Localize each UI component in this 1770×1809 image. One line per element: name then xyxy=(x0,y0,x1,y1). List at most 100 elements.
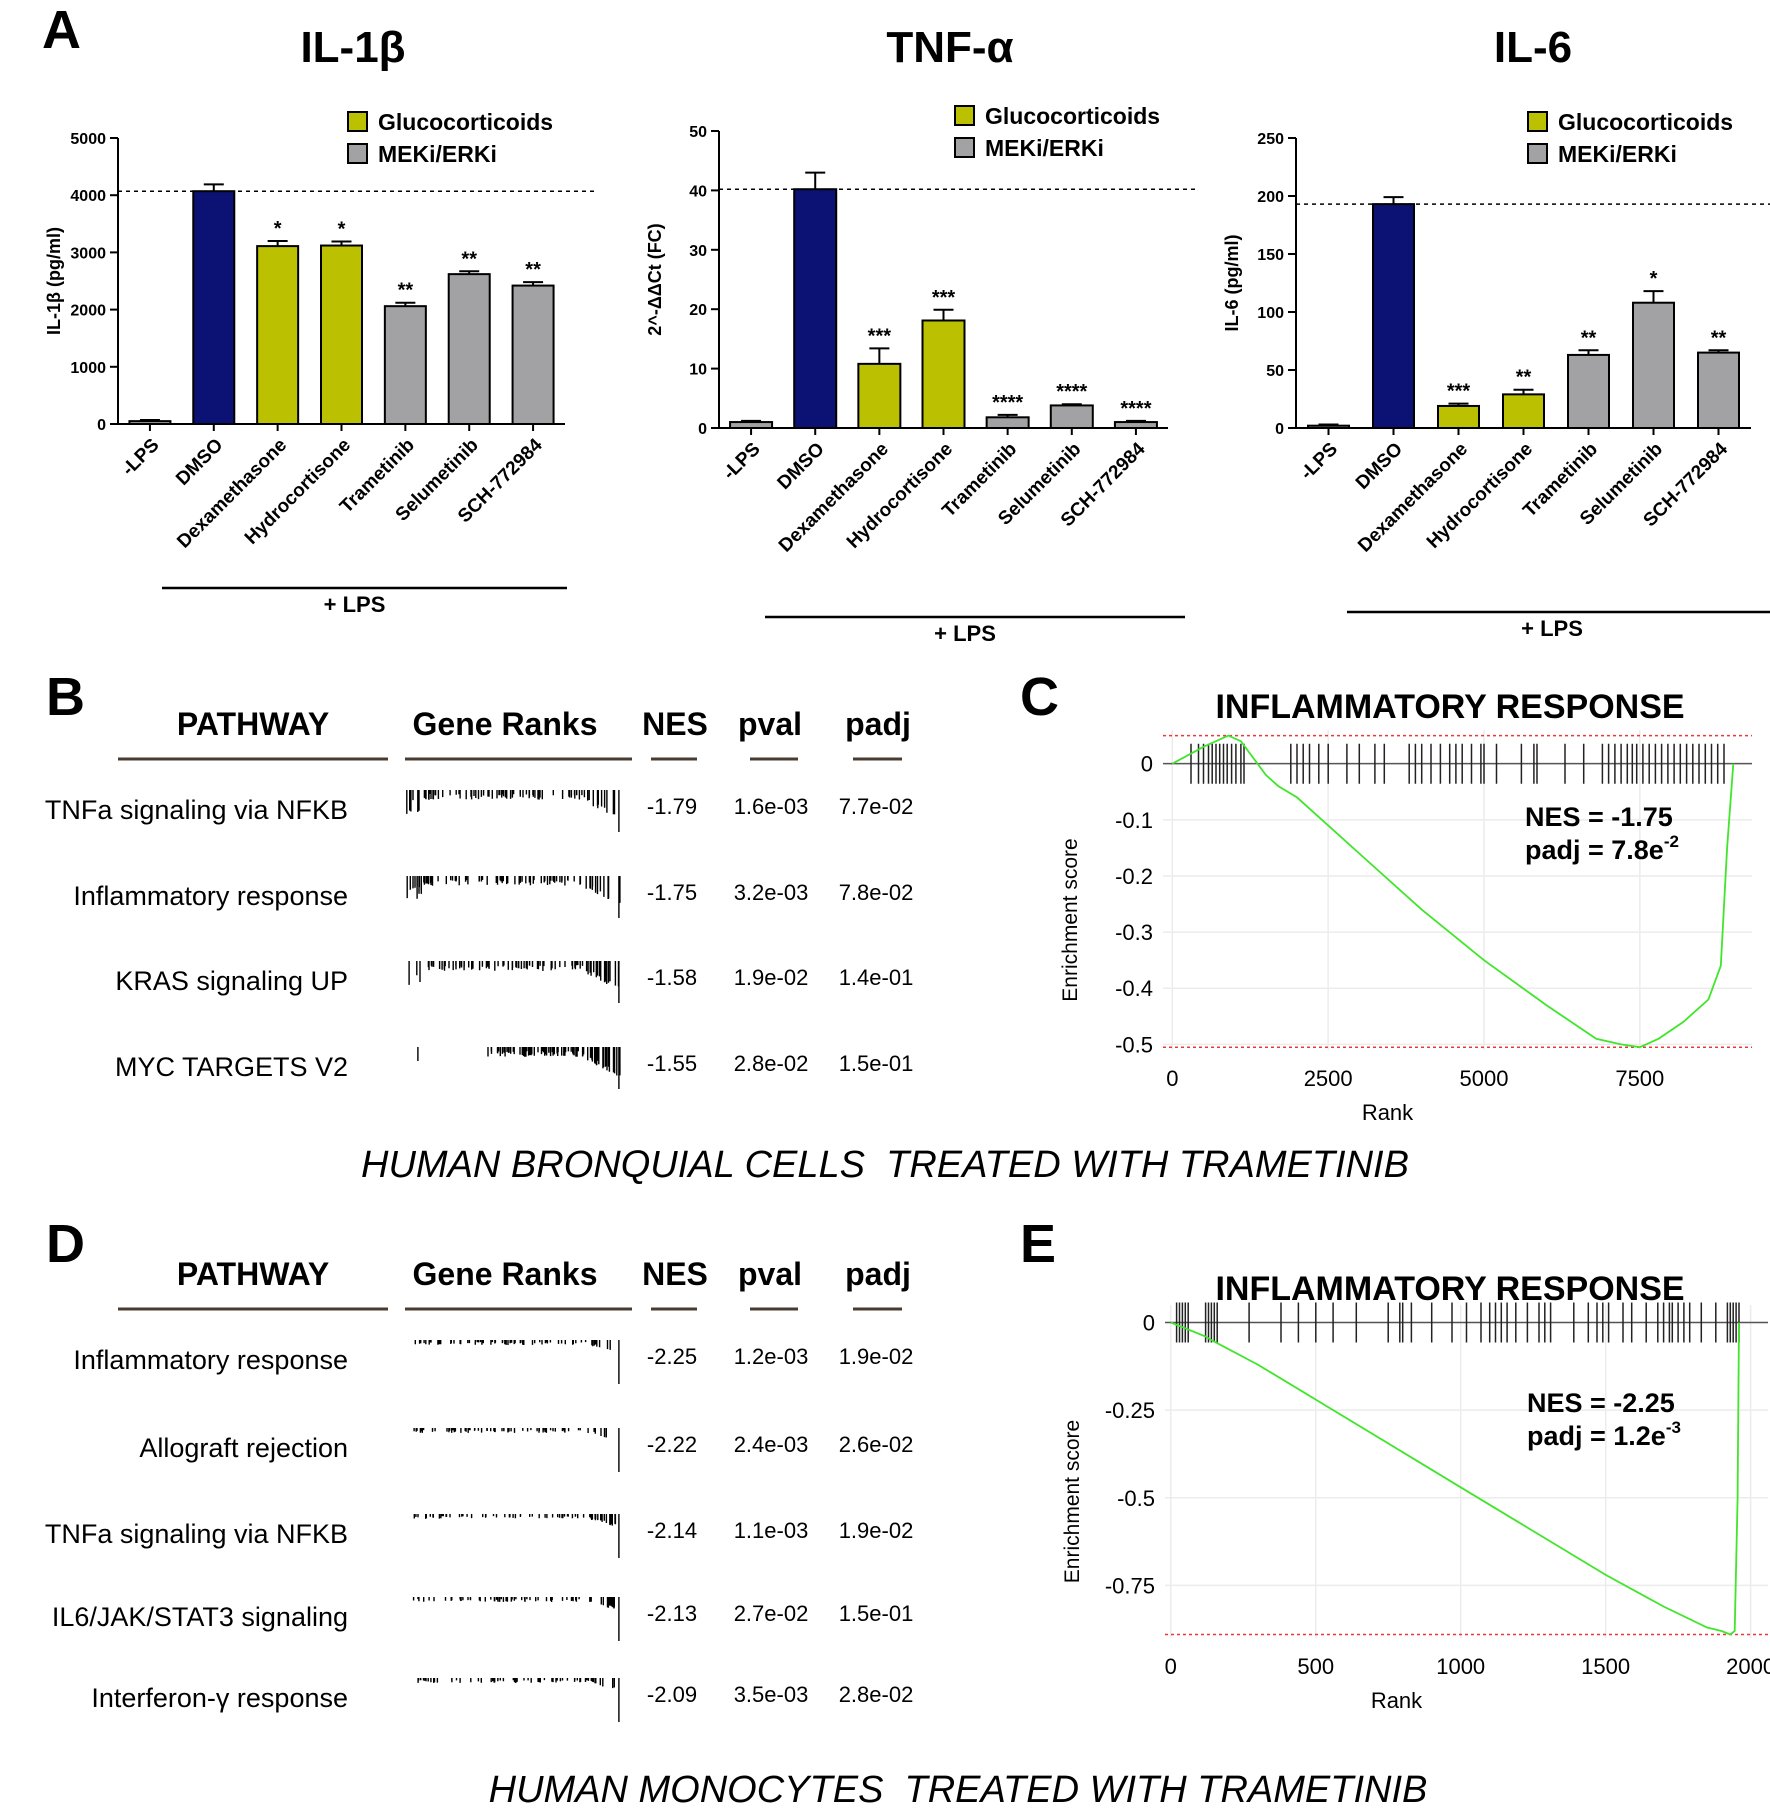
pathway-name: MYC TARGETS V2 xyxy=(115,1052,348,1082)
gsea-title: INFLAMMATORY RESPONSE xyxy=(1215,1270,1684,1308)
enrichment-curve xyxy=(1170,1321,1740,1636)
pathway-name: Interferon-γ response xyxy=(91,1683,348,1713)
bar xyxy=(447,273,491,425)
pathway-table-d: PATHWAY Gene Ranks NES pval padj Inflammatory… xyxy=(45,1256,913,1722)
panel-letter-c: C xyxy=(1020,667,1059,727)
bar xyxy=(857,362,902,429)
padj-value: 2.8e-02 xyxy=(839,1682,914,1707)
y-tick-label: 0 xyxy=(698,421,707,438)
bar xyxy=(1372,203,1415,429)
y-tick-label: -0.75 xyxy=(1105,1573,1155,1598)
y-tick-label: 40 xyxy=(689,183,707,200)
x-tick-label: 500 xyxy=(1297,1654,1334,1679)
table-header: NES xyxy=(642,1256,708,1292)
table-header: PATHWAY xyxy=(177,706,329,742)
pval-value: 1.6e-03 xyxy=(734,794,809,819)
caption-d: HUMAN MONOCYTES TREATED WITH TRAMETINIB xyxy=(489,1769,1428,1809)
pval-value: 2.4e-03 xyxy=(734,1432,809,1457)
padj-value: 1.5e-01 xyxy=(839,1051,914,1076)
significance-label: * xyxy=(1650,268,1658,290)
bar-chart-il6: IL-6 0 50 100 150 200 250 IL-6 (pg/ml) -LPS DMSO *… xyxy=(1222,23,1770,641)
nes-value: -2.25 xyxy=(647,1344,697,1369)
padj-value: 2.6e-02 xyxy=(839,1432,914,1457)
x-tick-label: -LPS xyxy=(1297,439,1342,484)
pval-value: 3.5e-03 xyxy=(734,1682,809,1707)
legend-swatch-meki xyxy=(954,137,975,158)
gene-rank-barcode xyxy=(406,876,621,918)
padj-value: 1.9e-02 xyxy=(839,1344,914,1369)
bar xyxy=(1307,424,1350,429)
pval-value: 3.2e-03 xyxy=(734,880,809,905)
legend-swatch-glucocorticoids xyxy=(1527,111,1548,132)
y-axis-label: Enrichment score xyxy=(1059,838,1082,1001)
pval-value: 2.8e-02 xyxy=(734,1051,809,1076)
pval-value: 1.9e-02 xyxy=(734,965,809,990)
table-header: pval xyxy=(738,1256,802,1292)
gene-rank-barcode xyxy=(417,1047,621,1089)
padj-value: 1.9e-02 xyxy=(839,1518,914,1543)
y-tick-label: -0.5 xyxy=(1117,1486,1155,1511)
y-tick-label: 20 xyxy=(689,302,707,319)
caption-b: HUMAN BRONQUIAL CELLS TREATED WITH TRAME… xyxy=(361,1144,1409,1186)
x-tick-label: 7500 xyxy=(1615,1066,1664,1091)
pathway-name: Inflammatory response xyxy=(73,1345,348,1375)
bar xyxy=(128,420,172,426)
significance-label: ** xyxy=(1581,327,1597,349)
gene-rank-barcode xyxy=(414,1340,620,1384)
nes-annotation: NES = -2.25 xyxy=(1527,1388,1675,1418)
lps-label: + LPS xyxy=(1521,616,1583,641)
y-axis-label: IL-6 (pg/ml) xyxy=(1222,235,1242,332)
panel-letter-d: D xyxy=(46,1214,85,1274)
nes-value: -2.14 xyxy=(647,1518,697,1543)
y-axis-label: 2^-ΔΔCt (FC) xyxy=(645,223,665,335)
x-tick-label: DMSO xyxy=(1352,439,1407,494)
significance-label: * xyxy=(338,219,346,241)
pval-value: 1.1e-03 xyxy=(734,1518,809,1543)
bar-chart-il1b: IL-1β 0 1000 2000 3000 4000 5000 IL-1β (pg/ml) -… xyxy=(44,23,595,617)
significance-label: * xyxy=(274,218,282,240)
significance-label: *** xyxy=(1447,381,1471,403)
legend-label-glucocorticoids: Glucocorticoids xyxy=(378,109,553,135)
y-tick-label: 250 xyxy=(1257,131,1284,148)
bar xyxy=(985,416,1030,430)
padj-value: 7.8e-02 xyxy=(839,880,914,905)
significance-label: ** xyxy=(461,248,477,270)
significance-label: ** xyxy=(1516,367,1532,389)
panel-letter-a: A xyxy=(42,0,81,60)
significance-label: *** xyxy=(868,325,892,347)
y-tick-label: 0 xyxy=(1275,421,1284,438)
gene-rank-barcode xyxy=(412,1597,620,1641)
y-tick-label: 100 xyxy=(1257,305,1284,322)
y-tick-label: 150 xyxy=(1257,247,1284,264)
legend-swatch-glucocorticoids xyxy=(347,111,368,132)
padj-value: 1.5e-01 xyxy=(839,1601,914,1626)
nes-value: -2.22 xyxy=(647,1432,697,1457)
nes-value: -1.79 xyxy=(647,794,697,819)
enrichment-curve xyxy=(1171,734,1735,1049)
legend-label-meki: MEKi/ERKi xyxy=(1558,141,1677,167)
bar-chart-tnfa: TNF-α 0 10 20 30 40 50 2^-ΔΔCt (FC) -LPS DMSO *** D… xyxy=(645,23,1198,646)
padj-annotation-base: padj = 1.2e xyxy=(1527,1421,1666,1451)
bar xyxy=(1049,404,1094,430)
padj-value: 7.7e-02 xyxy=(839,794,914,819)
y-tick-label: -0.4 xyxy=(1115,976,1153,1001)
bar xyxy=(320,244,363,425)
pathway-name: Allograft rejection xyxy=(139,1433,348,1463)
legend-swatch-meki xyxy=(347,143,368,164)
y-tick-label: 3000 xyxy=(70,245,106,262)
panel-letter-b: B xyxy=(46,667,85,727)
x-tick-label: Dexamethasone xyxy=(775,439,893,557)
x-tick-label: -LPS xyxy=(118,435,163,480)
bar xyxy=(192,190,236,425)
y-tick-label: 4000 xyxy=(70,188,106,205)
bar xyxy=(1632,301,1675,429)
pval-value: 2.7e-02 xyxy=(734,1601,809,1626)
y-tick-label: 2000 xyxy=(70,303,106,320)
bar xyxy=(256,245,300,425)
table-header: pval xyxy=(738,706,802,742)
gsea-plot-e: INFLAMMATORY RESPONSE 0 500 1000 1500 2000 0 -0… xyxy=(1061,1270,1770,1713)
nes-value: -1.58 xyxy=(647,965,697,990)
legend-label-meki: MEKi/ERKi xyxy=(378,141,497,167)
x-tick-label: 2000 xyxy=(1726,1654,1770,1679)
